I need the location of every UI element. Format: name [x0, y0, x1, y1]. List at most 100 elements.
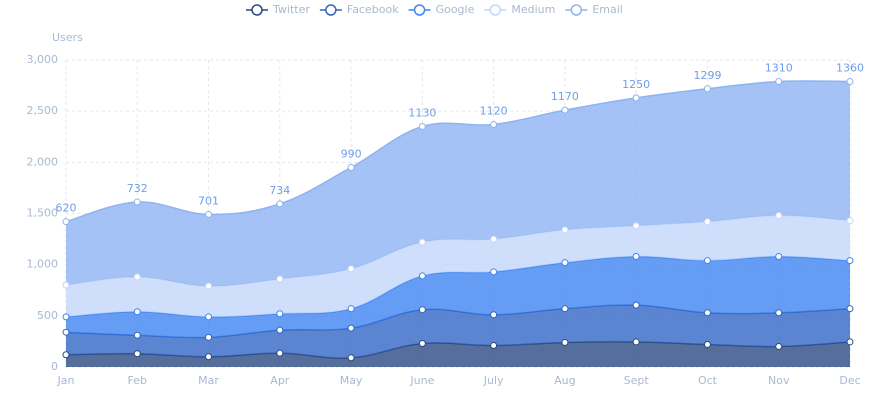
point [133, 331, 141, 339]
x-tick-label: Oct [698, 374, 718, 387]
point [205, 282, 213, 290]
value-label: 1170 [551, 90, 579, 103]
point [418, 123, 426, 131]
line [65, 80, 851, 223]
point [347, 354, 355, 362]
y-tick-label: 2,000 [27, 155, 59, 168]
point [846, 77, 854, 85]
point [133, 198, 141, 206]
legend-marker [251, 4, 263, 16]
point [632, 252, 640, 260]
y-tick-label: 2,500 [27, 104, 59, 117]
point [561, 305, 569, 313]
area [66, 304, 850, 359]
point [276, 200, 284, 208]
point [490, 342, 498, 350]
x-tick-label: Feb [128, 374, 147, 387]
point [490, 235, 498, 243]
point [347, 305, 355, 313]
legend-marker [325, 4, 337, 16]
point [62, 313, 70, 321]
area [66, 80, 850, 287]
y-tick-label: 500 [37, 309, 58, 322]
value-label: 1310 [765, 61, 793, 74]
legend: Twitter Facebook Google Medium Email [246, 3, 623, 16]
x-tick-label: July [483, 374, 504, 387]
point [846, 305, 854, 313]
point [133, 308, 141, 316]
point [561, 226, 569, 234]
y-tick-label: 1,000 [27, 258, 59, 271]
y-axis-label: Users [52, 31, 83, 44]
point [347, 163, 355, 171]
x-tick-label: May [340, 374, 363, 387]
value-label: 1250 [622, 78, 650, 91]
x-tick-label: Nov [768, 374, 790, 387]
point [62, 328, 70, 336]
point [703, 218, 711, 226]
point [276, 310, 284, 318]
area [66, 341, 850, 367]
point [703, 257, 711, 265]
point [632, 338, 640, 346]
point [775, 343, 783, 351]
point [418, 306, 426, 314]
point [205, 333, 213, 341]
value-label: 1299 [693, 69, 721, 82]
legend-marker [570, 4, 583, 16]
value-label: 1120 [480, 104, 508, 117]
point [561, 106, 569, 114]
point [846, 257, 854, 265]
point [62, 351, 70, 359]
point [703, 309, 711, 317]
point [205, 353, 213, 361]
legend-marker [489, 4, 502, 16]
legend-label: Email [592, 3, 623, 16]
x-tick-label: Apr [270, 374, 290, 387]
point [561, 338, 569, 346]
x-tick-label: June [409, 374, 434, 387]
value-label: 990 [341, 147, 362, 160]
legend-marker [413, 4, 426, 16]
legend-label: Google [436, 3, 475, 16]
point [418, 272, 426, 280]
value-label: 1130 [408, 107, 436, 120]
x-tick-label: Mar [198, 374, 219, 387]
point [490, 120, 498, 128]
x-tick-label: Dec [839, 374, 860, 387]
point [276, 349, 284, 357]
legend-label: Medium [511, 3, 555, 16]
point [418, 339, 426, 347]
point [276, 326, 284, 334]
y-tick-label: 3,000 [27, 53, 59, 66]
point [490, 268, 498, 276]
point [775, 309, 783, 317]
point [62, 281, 70, 289]
area [66, 215, 850, 317]
x-tick-label: Jan [57, 374, 75, 387]
point [133, 350, 141, 358]
point [418, 238, 426, 246]
point [775, 252, 783, 260]
point [347, 324, 355, 332]
point [561, 259, 569, 267]
value-label: 620 [56, 202, 77, 215]
point [347, 265, 355, 273]
value-label: 1360 [836, 61, 864, 74]
point [490, 311, 498, 319]
point [276, 275, 284, 283]
point [133, 273, 141, 281]
legend-label: Twitter [272, 3, 310, 16]
point [632, 222, 640, 230]
point [632, 94, 640, 102]
point [632, 301, 640, 309]
point [62, 218, 70, 226]
area [66, 256, 850, 338]
point [205, 210, 213, 218]
point [703, 85, 711, 93]
y-tick-label: 1,500 [27, 207, 59, 220]
point [846, 338, 854, 346]
point [205, 313, 213, 321]
value-label: 732 [127, 182, 148, 195]
